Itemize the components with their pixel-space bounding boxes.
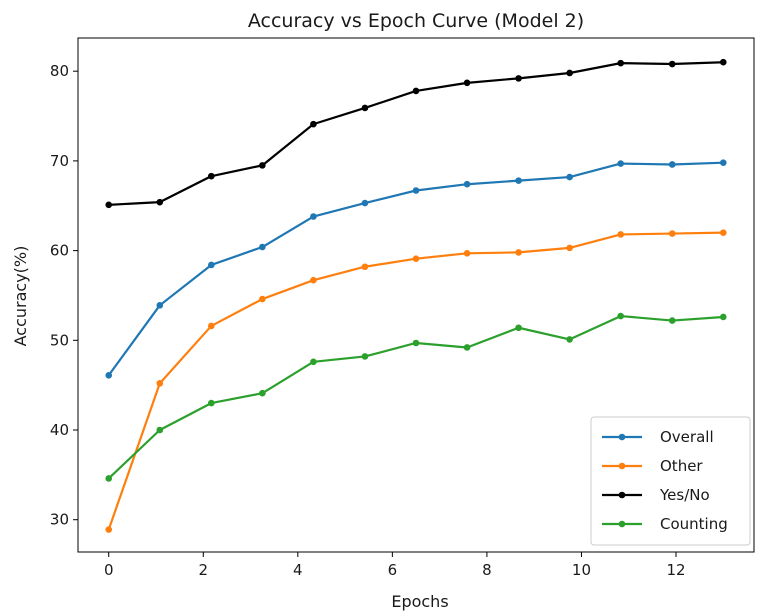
plot-frame [77, 37, 755, 553]
data-point [361, 263, 369, 271]
data-point [259, 389, 266, 397]
data-point [463, 344, 471, 351]
data-point [361, 199, 369, 207]
data-point [668, 60, 676, 68]
y-tick-label: 40 [50, 421, 69, 439]
chart-title: Accuracy vs Epoch Curve (Model 2) [248, 10, 584, 32]
legend-marker [618, 491, 626, 499]
legend-item-other: Other [602, 457, 703, 475]
y-axis: 30 40 50 60 70 80 [50, 62, 78, 529]
x-tick-label: 6 [388, 561, 398, 579]
data-point [259, 243, 266, 251]
data-point [515, 249, 522, 256]
data-point [361, 353, 369, 360]
data-point [259, 162, 266, 169]
data-point [156, 302, 164, 309]
data-point [105, 201, 113, 209]
data-point [208, 261, 215, 269]
data-point [105, 475, 113, 482]
data-point [719, 313, 727, 321]
data-point [566, 244, 573, 252]
data-point [463, 180, 471, 188]
y-tick-label: 50 [50, 331, 69, 349]
data-point [412, 255, 420, 262]
data-point [515, 75, 522, 82]
x-tick-label: 8 [482, 561, 492, 579]
data-point [156, 198, 164, 206]
data-point [668, 161, 676, 168]
data-point [412, 339, 420, 347]
legend-item-overall: Overall [602, 428, 714, 446]
data-point [105, 526, 113, 533]
data-point [515, 177, 522, 184]
data-point [310, 120, 317, 128]
data-point [156, 380, 164, 387]
data-point [719, 229, 727, 236]
x-tick-label: 4 [293, 561, 303, 579]
series-overall [105, 159, 727, 379]
data-point [412, 87, 420, 95]
plot-area [105, 58, 727, 533]
x-tick-label: 10 [572, 561, 591, 579]
data-point [412, 187, 420, 194]
legend-marker [618, 433, 626, 441]
x-axis: 0 2 4 6 8 10 12 [104, 552, 686, 579]
data-point [105, 371, 113, 379]
data-point [719, 159, 727, 166]
legend-label: Overall [660, 428, 714, 446]
series-counting [105, 312, 727, 482]
legend-marker [618, 520, 626, 528]
data-point [310, 213, 317, 220]
legend-item-counting: Counting [602, 515, 728, 533]
legend: Overall Other Yes/No Counting [590, 416, 751, 546]
data-point [566, 69, 573, 77]
data-point [310, 276, 317, 284]
data-point [617, 160, 624, 167]
y-tick-label: 80 [50, 62, 69, 80]
data-point [617, 59, 624, 67]
data-point [361, 104, 369, 112]
data-point [566, 336, 573, 343]
legend-label: Other [660, 457, 703, 475]
x-tick-label: 12 [666, 561, 685, 579]
data-point [617, 312, 624, 320]
legend-label: Counting [660, 515, 728, 533]
series-other [105, 229, 727, 533]
data-point [463, 249, 471, 257]
data-point [463, 79, 471, 87]
y-axis-label: Accuracy(%) [11, 246, 30, 347]
y-tick-label: 60 [50, 242, 69, 260]
x-axis-label: Epochs [391, 592, 448, 611]
data-point [208, 322, 215, 330]
series-line [108, 61, 724, 206]
data-point [310, 358, 317, 366]
y-tick-label: 70 [50, 152, 69, 170]
data-point [668, 317, 676, 324]
legend-box [590, 416, 751, 546]
legend-marker [618, 462, 626, 470]
legend-label: Yes/No [659, 486, 710, 504]
series-yes-no [105, 58, 727, 209]
y-tick-label: 30 [50, 511, 69, 529]
legend-item-yes-no: Yes/No [602, 486, 710, 504]
x-tick-label: 2 [198, 561, 208, 579]
data-point [259, 295, 266, 303]
data-point [156, 426, 164, 434]
data-point [668, 230, 676, 237]
data-point [566, 173, 573, 181]
data-point [208, 399, 215, 407]
data-point [515, 324, 522, 332]
data-point [617, 231, 624, 238]
data-point [208, 172, 215, 180]
data-point [719, 58, 727, 66]
x-tick-label: 0 [104, 561, 114, 579]
